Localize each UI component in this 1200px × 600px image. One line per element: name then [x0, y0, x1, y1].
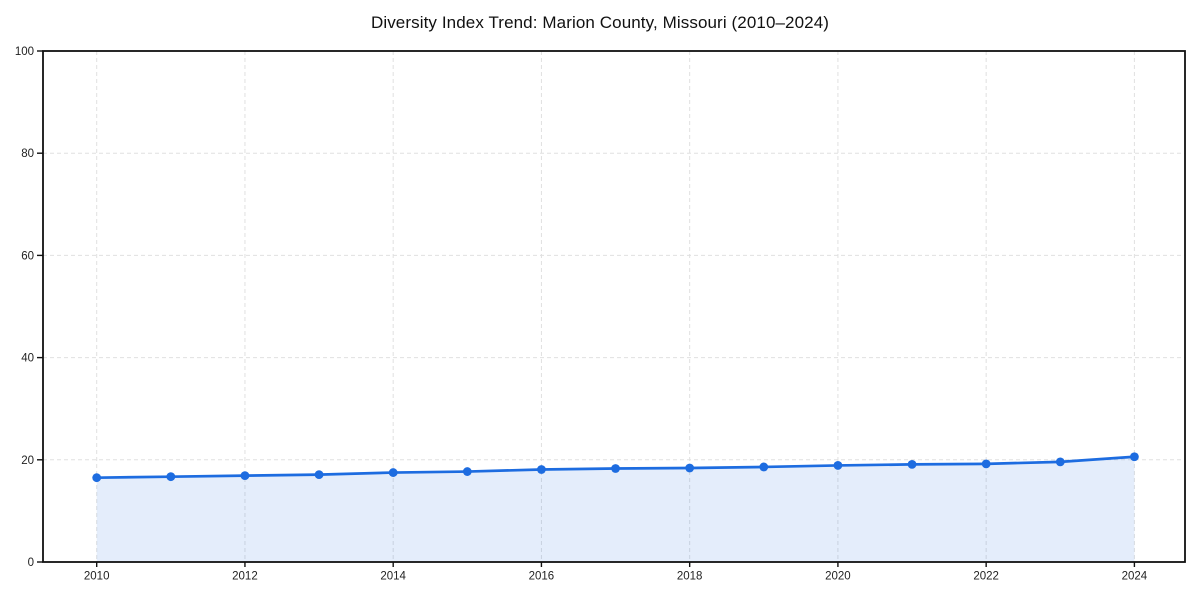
data-point-2014: [388, 468, 398, 477]
x-tick-label-2016: 2016: [529, 571, 555, 583]
x-tick-label-2018: 2018: [677, 571, 703, 583]
data-point-2024: [1130, 452, 1139, 462]
data-point-2010: [92, 473, 102, 483]
data-point-2011: [166, 472, 176, 482]
data-point-2019: [759, 462, 769, 472]
x-tick-label-2022: 2022: [973, 571, 999, 583]
data-point-2022: [981, 459, 991, 469]
x-tick-label-2012: 2012: [232, 571, 258, 583]
data-point-2023: [1055, 457, 1065, 467]
data-point-2016: [537, 465, 546, 474]
y-tick-label-60: 60: [21, 250, 34, 262]
plot-border: [42, 50, 1186, 563]
y-tick-label-100: 100: [15, 46, 34, 58]
y-tick-label-20: 20: [21, 455, 34, 467]
y-tick-label-0: 0: [28, 557, 34, 569]
area-fill: [96, 456, 1135, 562]
x-tick-label-2010: 2010: [84, 571, 110, 583]
chart-title: Diversity Index Trend: Marion County, Mi…: [370, 13, 830, 32]
y-tick-label-40: 40: [21, 353, 34, 365]
data-point-2015: [462, 467, 472, 476]
data-point-2018: [685, 463, 695, 473]
data-point-2020: [833, 461, 843, 470]
data-point-2021: [907, 459, 917, 469]
data-point-2012: [240, 471, 250, 481]
y-tick-label-80: 80: [21, 148, 34, 160]
data-point-2017: [611, 464, 620, 473]
data-point-2013: [314, 470, 324, 480]
x-tick-label-2024: 2024: [1122, 571, 1148, 583]
x-tick-label-2014: 2014: [380, 571, 406, 583]
x-tick-label-2020: 2020: [825, 571, 851, 583]
